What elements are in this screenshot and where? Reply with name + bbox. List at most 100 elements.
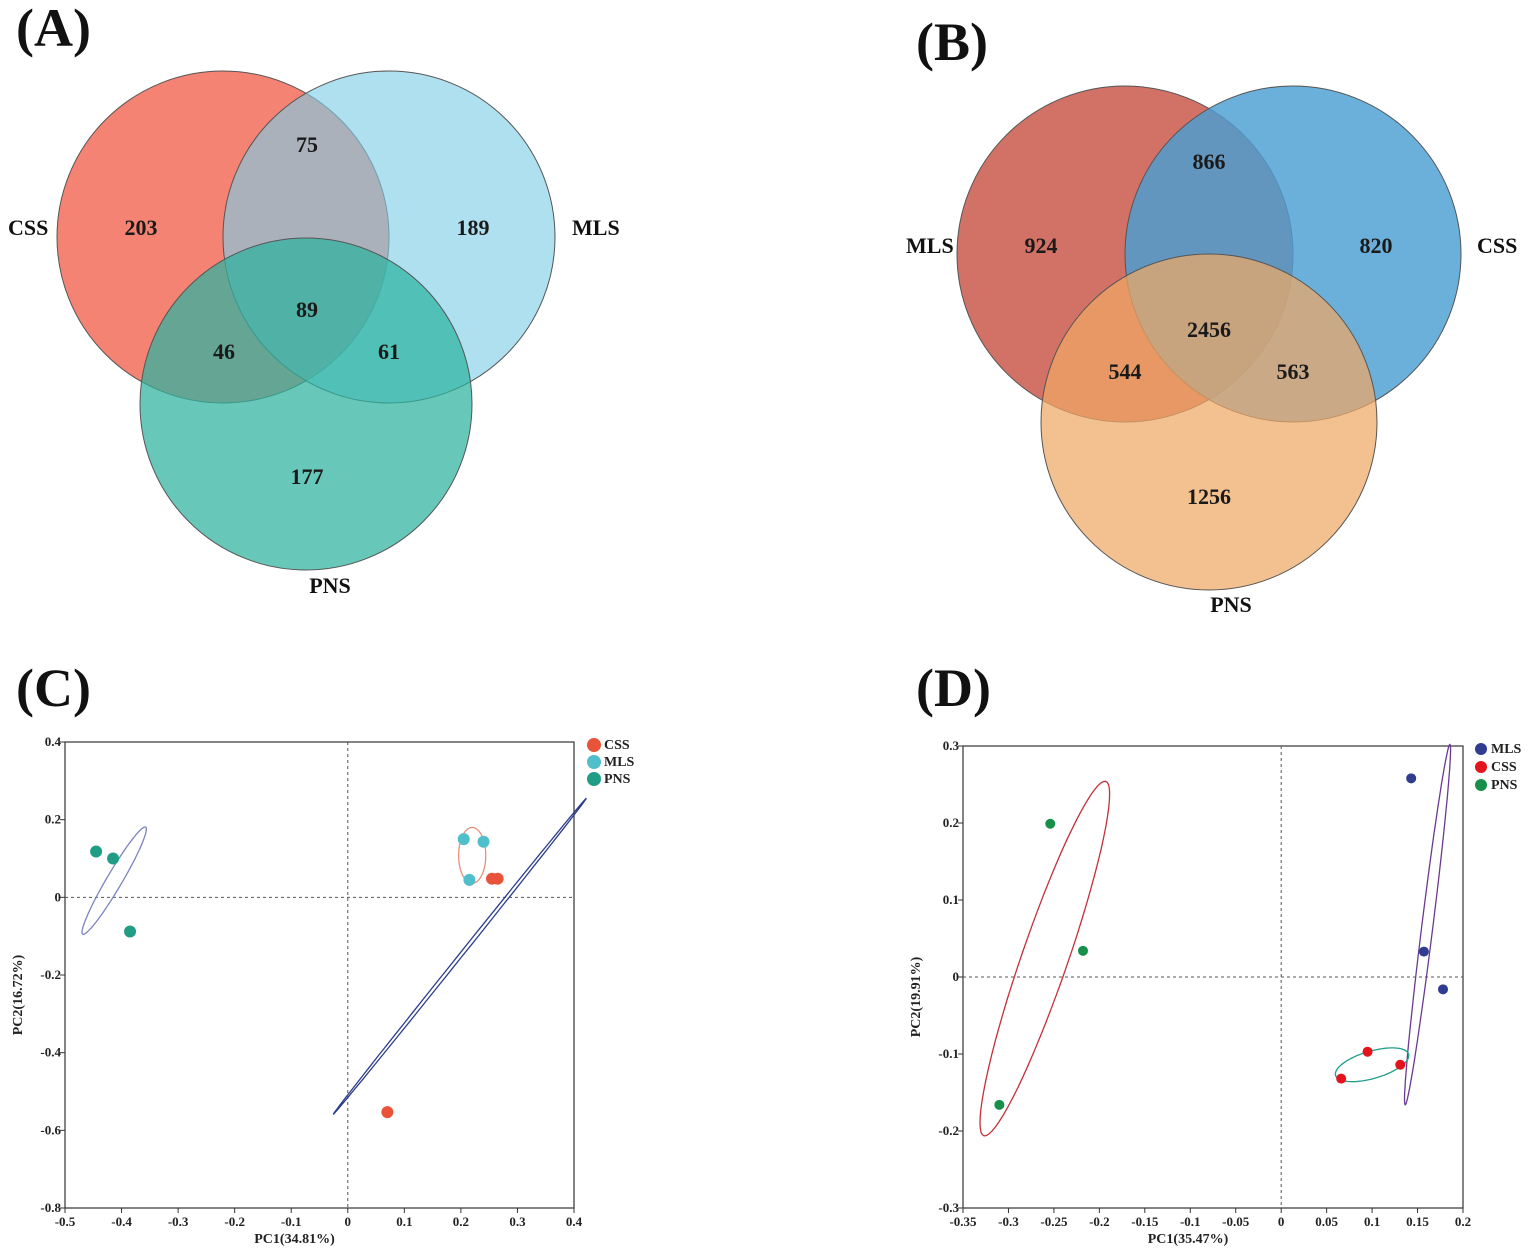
y-tick-label: 0.2: [943, 815, 959, 830]
data-point-mls: [1406, 773, 1417, 784]
y-tick-label: 0.1: [943, 892, 959, 907]
data-point-pns: [994, 1099, 1005, 1110]
legend-label-pns: PNS: [1491, 778, 1518, 793]
y-tick-label: -0.4: [40, 1045, 61, 1060]
x-tick-label: 0.1: [396, 1214, 412, 1229]
data-point-pns: [1045, 818, 1056, 829]
x-tick-label: 0.3: [509, 1214, 526, 1229]
legend-marker-css: [587, 738, 601, 752]
x-tick-label: -0.1: [281, 1214, 302, 1229]
venn-b-label-1: MLS: [906, 233, 954, 258]
legend-marker-css: [1475, 761, 1487, 773]
venn-a-count-2-3: 61: [378, 339, 400, 364]
venn-a-count-only-3: 177: [291, 464, 324, 489]
y-tick-label: 0: [953, 969, 960, 984]
confidence-ellipse-css: [1334, 1047, 1410, 1083]
venn-a-count-all: 89: [296, 297, 318, 322]
confidence-ellipse-pns: [979, 780, 1111, 1137]
panel-label-c: (C): [16, 658, 91, 718]
pcoa-plot-c: -0.5 -0.4 -0.3 -0.2 -0.1 0 0.1 0.2 0.3 0.4 -0.8 -0.…: [11, 734, 635, 1247]
data-point-mls: [1418, 946, 1429, 957]
x-tick-label: -0.5: [55, 1214, 76, 1229]
venn-b-count-1-2: 866: [1193, 149, 1226, 174]
x-tick-label: -0.3: [998, 1214, 1019, 1229]
legend-marker-mls: [587, 755, 601, 769]
plot-frame: [64, 741, 575, 1209]
y-tick-label: -0.2: [40, 967, 61, 982]
data-point-mls: [457, 833, 470, 846]
data-point-css: [1362, 1046, 1373, 1057]
venn-diagram-b: MLS CSS PNS 924 820 1256 866 544 563 245…: [906, 85, 1517, 617]
confidence-ellipse-css: [332, 797, 587, 1115]
panel-label-a: (A): [16, 0, 91, 58]
x-tick-label: 0.2: [453, 1214, 469, 1229]
venn-b-count-1-3: 544: [1109, 359, 1142, 384]
venn-a-count-1-3: 46: [213, 339, 235, 364]
venn-a-label-2: MLS: [572, 215, 620, 240]
x-tick-label: -0.3: [168, 1214, 189, 1229]
y-tick-label: -0.6: [40, 1122, 61, 1137]
x-tick-label: 0.15: [1406, 1214, 1429, 1229]
data-point-css: [1336, 1073, 1347, 1084]
data-point-css: [1395, 1059, 1406, 1070]
data-point-pns: [124, 925, 137, 938]
x-tick-label: -0.35: [949, 1214, 977, 1229]
venn-a-circle-pns: [139, 237, 473, 571]
data-point-pns: [107, 852, 120, 865]
legend-label-css: CSS: [1491, 760, 1517, 775]
venn-b-label-3: PNS: [1210, 592, 1252, 617]
x-axis-title: PC1(34.81%): [254, 1232, 335, 1247]
venn-a-count-only-1: 203: [125, 215, 158, 240]
venn-a-label-1: CSS: [8, 215, 48, 240]
venn-b-circle-pns: [1040, 253, 1378, 591]
confidence-ellipse-mls: [457, 826, 487, 885]
x-tick-label: -0.4: [111, 1214, 132, 1229]
panel-label-d: (D): [916, 658, 991, 718]
x-axis-title: PC1(35.47%): [1148, 1232, 1229, 1247]
x-tick-label: -0.25: [1040, 1214, 1068, 1229]
legend-label-pns: PNS: [604, 772, 631, 787]
venn-a-count-only-2: 189: [457, 215, 490, 240]
venn-a-label-3: PNS: [309, 573, 351, 598]
x-tick-label: 0: [1278, 1214, 1285, 1229]
y-tick-label: 0.3: [943, 738, 960, 753]
venn-b-count-only-1: 924: [1025, 233, 1058, 258]
y-axis-title: PC2(16.72%): [11, 954, 26, 1035]
y-tick-label: 0.4: [45, 734, 62, 749]
data-point-pns: [1078, 945, 1088, 956]
data-point-pns: [90, 845, 103, 858]
y-tick-label: -0.3: [938, 1200, 959, 1215]
confidence-ellipse-mls: [1403, 743, 1452, 1106]
x-tick-label: 0.05: [1315, 1214, 1338, 1229]
venn-b-count-all: 2456: [1187, 317, 1231, 342]
legend-marker-pns: [587, 772, 601, 786]
data-point-css: [491, 872, 504, 885]
x-tick-label: 0.1: [1364, 1214, 1380, 1229]
x-tick-label: 0.4: [566, 1214, 583, 1229]
venn-diagram-a: CSS MLS PNS 203 189 177 75 46 61 89: [8, 70, 620, 598]
x-tick-label: -0.2: [1089, 1214, 1110, 1229]
x-tick-label: 0: [345, 1214, 352, 1229]
confidence-ellipse-pns: [81, 826, 148, 935]
panel-label-b: (B): [916, 12, 988, 72]
legend-marker-mls: [1475, 743, 1487, 755]
data-point-mls: [1438, 984, 1448, 995]
legend-label-mls: MLS: [604, 755, 635, 770]
legend-label-css: CSS: [604, 738, 630, 753]
y-tick-label: -0.1: [938, 1046, 959, 1061]
legend-label-mls: MLS: [1491, 742, 1522, 757]
x-tick-label: -0.2: [224, 1214, 245, 1229]
venn-a-count-1-2: 75: [296, 132, 318, 157]
y-axis-title: PC2(19.91%): [909, 956, 924, 1037]
x-tick-label: -0.05: [1222, 1214, 1250, 1229]
y-tick-label: 0: [55, 889, 62, 904]
x-tick-label: -0.15: [1131, 1214, 1159, 1229]
data-point-mls: [477, 835, 490, 848]
legend-marker-pns: [1475, 779, 1487, 791]
x-tick-label: 0.2: [1455, 1214, 1471, 1229]
y-tick-label: -0.8: [40, 1200, 61, 1215]
data-point-mls: [463, 873, 476, 886]
y-tick-label: 0.2: [45, 812, 61, 827]
y-tick-label: -0.2: [938, 1123, 959, 1138]
